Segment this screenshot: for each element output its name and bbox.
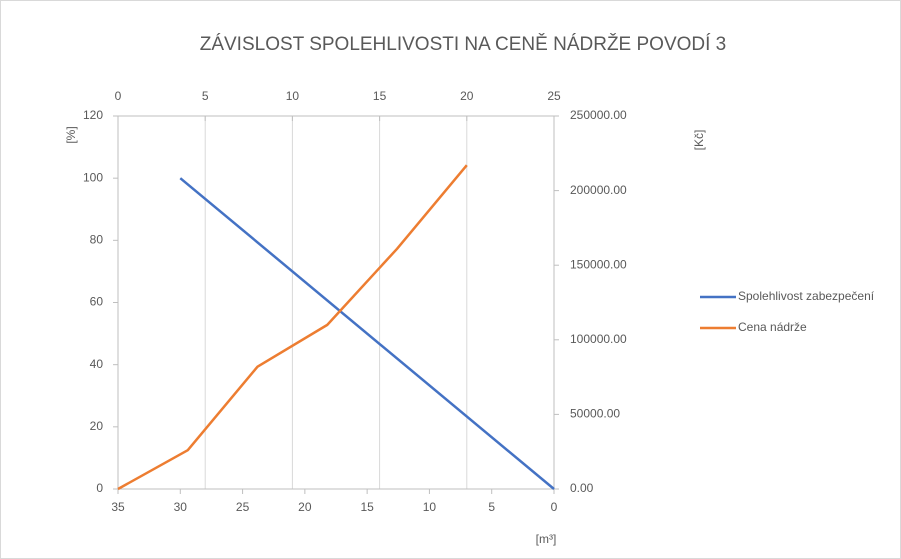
x-tick-label: 10 [423, 500, 437, 514]
y-tick-label: 0 [96, 481, 103, 495]
y2-tick-label: 100000.00 [570, 332, 627, 346]
x2-tick-label: 5 [202, 89, 209, 103]
y-tick-label: 120 [83, 108, 103, 122]
legend-label: Cena nádrže [738, 320, 807, 334]
y-axis-label: [%] [64, 126, 78, 143]
series-line [179, 177, 555, 490]
chart-title: ZÁVISLOST SPOLEHLIVOSTI NA CENĚ NÁDRŽE P… [200, 33, 727, 55]
y-tick-label: 60 [90, 295, 104, 309]
x-tick-label: 15 [360, 500, 374, 514]
x-tick-label: 35 [111, 500, 125, 514]
x-tick-label: 5 [488, 500, 495, 514]
y2-tick-label: 0.00 [570, 481, 594, 495]
y-tick-label: 80 [90, 233, 104, 247]
y-tick-label: 100 [83, 170, 103, 184]
x2-tick-label: 10 [286, 89, 300, 103]
x2-tick-label: 20 [460, 89, 474, 103]
y2-tick-label: 150000.00 [570, 257, 627, 271]
legend-label: Spolehlivost zabezpečení [738, 289, 875, 303]
x2-tick-label: 25 [547, 89, 561, 103]
y2-tick-label: 200000.00 [570, 183, 627, 197]
y2-tick-label: 50000.00 [570, 407, 620, 421]
y-tick-label: 20 [90, 419, 104, 433]
x-tick-label: 25 [236, 500, 250, 514]
y2-axis-label: [Kč] [692, 130, 706, 151]
x2-tick-label: 0 [115, 89, 122, 103]
series-line [117, 164, 468, 491]
x-tick-label: 20 [298, 500, 312, 514]
y2-tick-label: 250000.00 [570, 108, 627, 122]
x2-tick-label: 15 [373, 89, 387, 103]
x-axis-label: [m³] [536, 532, 557, 546]
x-tick-label: 0 [551, 500, 558, 514]
x-tick-label: 30 [174, 500, 188, 514]
y-tick-label: 40 [90, 357, 104, 371]
